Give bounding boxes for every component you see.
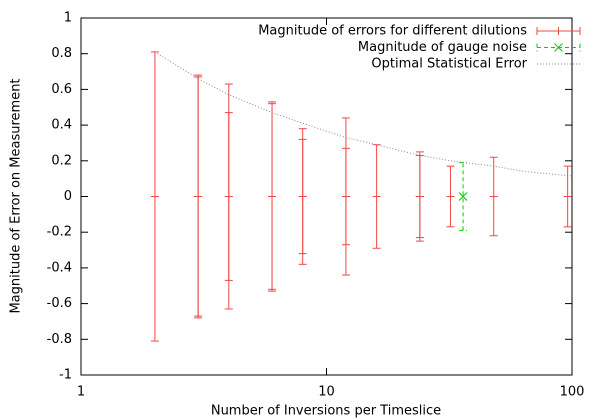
x-tick-label: 1	[77, 385, 85, 400]
y-tick-label: 1	[64, 11, 72, 26]
legend-label: Optimal Statistical Error	[371, 57, 527, 72]
x-tick-label: 10	[318, 385, 335, 400]
y-tick-label: -0.6	[47, 296, 72, 311]
y-tick-label: 0	[64, 189, 72, 204]
y-tick-label: 0.8	[51, 46, 72, 61]
y-tick-label: -1	[59, 368, 72, 383]
y-tick-label: 0.4	[51, 118, 72, 133]
y-tick-label: -0.8	[47, 332, 72, 347]
curve	[154, 51, 573, 177]
point-marker	[458, 192, 468, 201]
y-axis-title: Magnitude of Error on Measurement	[9, 78, 24, 313]
y-tick-label: -0.4	[47, 260, 72, 275]
y-tick-label: 0.6	[51, 82, 72, 97]
x-tick-label: 100	[560, 385, 585, 400]
y-tick-label: 0.2	[51, 153, 72, 168]
legend-label: Magnitude of gauge noise	[358, 40, 527, 55]
legend-label: Magnitude of errors for different diluti…	[258, 24, 527, 39]
x-axis-title: Number of Inversions per Timeslice	[211, 404, 441, 419]
y-tick-label: -0.2	[47, 225, 72, 240]
legend-swatch	[554, 43, 563, 52]
